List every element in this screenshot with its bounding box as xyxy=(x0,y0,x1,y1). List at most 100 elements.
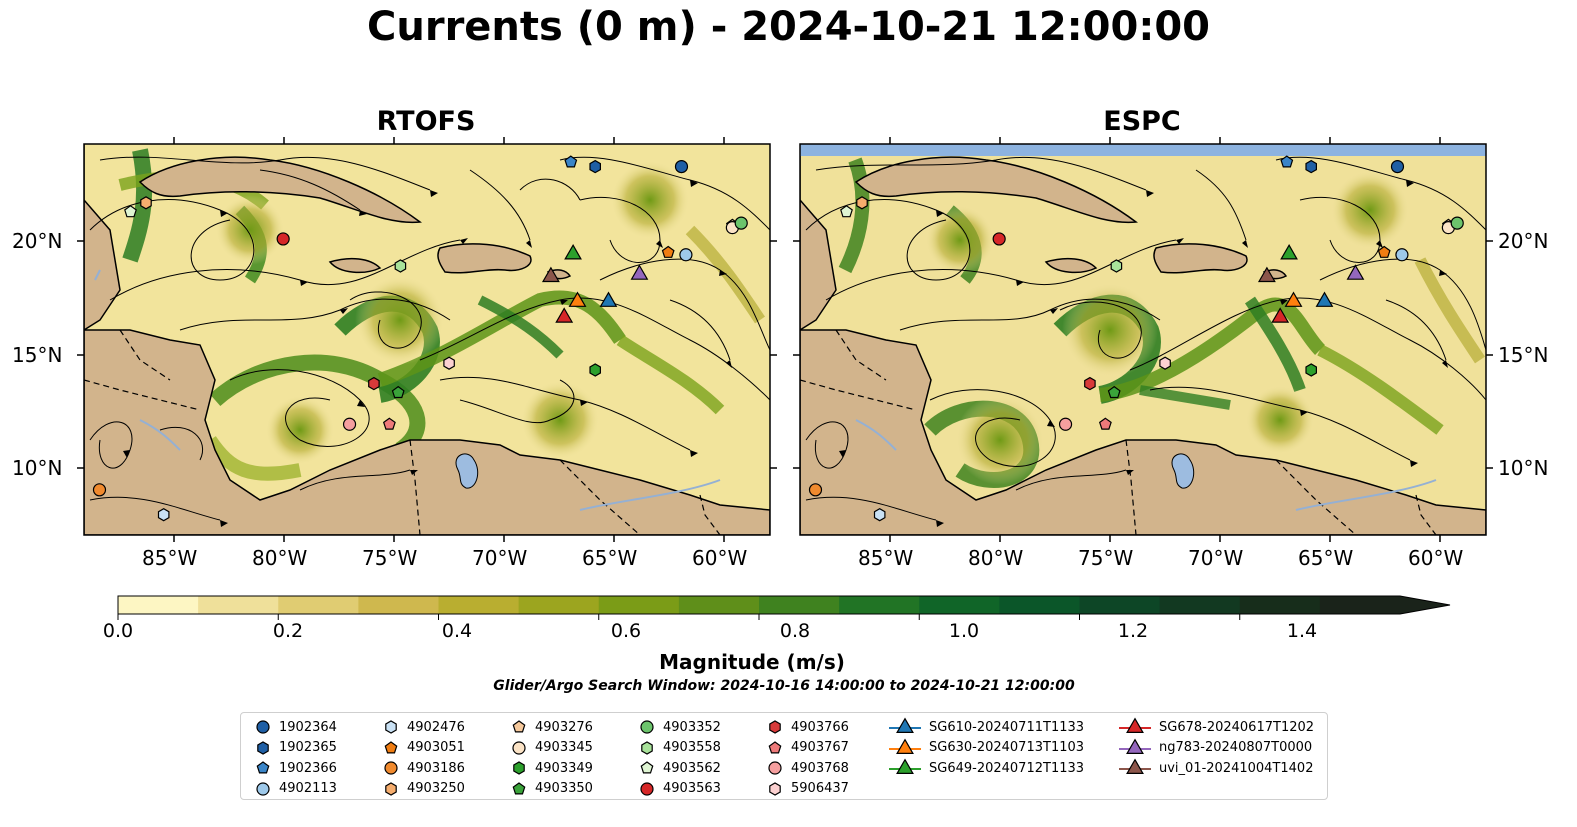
search-window-caption: Glider/Argo Search Window: 2024-10-16 14… xyxy=(493,678,1075,694)
circle-marker-icon xyxy=(384,761,398,775)
marker-1902366 xyxy=(1280,155,1294,168)
colorbar-tick: 0.8 xyxy=(779,620,811,642)
marker-4902476 xyxy=(873,508,886,522)
lat-label: 15°N xyxy=(12,343,63,367)
legend-label: uvi_01-20241004T1402 xyxy=(1159,760,1314,776)
legend-marker xyxy=(385,781,397,796)
espc-frame xyxy=(799,143,1487,536)
marker-SG678-20240617T1202 xyxy=(555,307,574,323)
legend-marker xyxy=(512,781,526,794)
legend-marker xyxy=(768,761,782,775)
legend-marker xyxy=(768,740,782,753)
legend-marker xyxy=(896,758,914,774)
pentagon-marker-icon xyxy=(512,720,526,733)
colorbar-segment xyxy=(278,596,359,614)
legend-item: 4903345 xyxy=(509,738,593,758)
legend-label: 4903051 xyxy=(407,740,465,755)
triangle-marker-icon xyxy=(1119,737,1151,754)
colorbar-tick: 0.2 xyxy=(272,620,304,642)
marker-5906437 xyxy=(443,356,455,370)
legend-item: 1902364 xyxy=(253,717,337,737)
legend-item: 4903349 xyxy=(509,758,593,778)
panel-title-espc: ESPC xyxy=(1103,106,1181,137)
espc-map xyxy=(800,144,1486,535)
lon-label: 70°W xyxy=(472,546,528,570)
marker-5906437 xyxy=(1159,356,1171,370)
marker-4903766 xyxy=(368,376,380,391)
pentagon-marker-icon xyxy=(640,761,654,774)
legend-label: 5906437 xyxy=(791,781,849,796)
colorbar-segment xyxy=(438,596,520,614)
hexagon-marker-icon xyxy=(385,781,397,796)
legend-label: 4903186 xyxy=(407,760,465,776)
land-hispaniola xyxy=(437,243,532,274)
legend-item: 4903051 xyxy=(381,738,465,758)
marker-SG649-20240712T1133 xyxy=(1280,243,1298,260)
legend-item: 4903276 xyxy=(509,717,593,737)
legend-item: 4903767 xyxy=(765,738,849,758)
marker-SG610-20240711T1133 xyxy=(1315,291,1334,307)
colorbar-extend-arrow xyxy=(1400,596,1450,614)
legend-marker xyxy=(896,717,914,733)
legend-item: 4903352 xyxy=(637,717,721,737)
marker-4903051 xyxy=(661,245,675,258)
borders xyxy=(84,329,721,535)
lat-label: 15°N xyxy=(1498,343,1549,367)
hexagon-marker-icon xyxy=(641,740,653,755)
colorbar-segment xyxy=(919,596,1000,614)
marker-4903250 xyxy=(140,196,152,210)
legend-marker xyxy=(512,720,526,733)
colorbar-tick: 0.0 xyxy=(102,620,134,642)
circle-marker-icon xyxy=(640,720,654,734)
pentagon-marker-icon xyxy=(768,740,782,753)
colorbar-tick: 1.0 xyxy=(948,620,980,642)
legend-label: SG630-20240713T1103 xyxy=(929,740,1085,755)
pentagon-marker-icon xyxy=(384,740,398,753)
colorbar-segment xyxy=(1079,596,1161,614)
marker-SG678-20240617T1202 xyxy=(1271,307,1290,323)
circle-marker-icon xyxy=(256,781,270,796)
colorbar-segment xyxy=(1159,596,1241,614)
marker-4903350 xyxy=(1107,385,1121,399)
colorbar-tick: 0.4 xyxy=(441,620,473,642)
borders xyxy=(800,329,1437,535)
legend-label: 4903563 xyxy=(663,781,721,796)
lake-maracaibo xyxy=(1171,453,1195,489)
legend-marker xyxy=(641,740,653,755)
colorbar-tick: 1.2 xyxy=(1117,620,1149,642)
lon-label: 75°W xyxy=(362,546,418,570)
lon-label: 80°W xyxy=(252,546,308,570)
marker-4903250 xyxy=(856,196,868,210)
legend-marker xyxy=(640,781,654,796)
lat-label: 10°N xyxy=(1498,456,1549,480)
colorbar-tick: 1.4 xyxy=(1286,620,1318,642)
legend-marker xyxy=(385,720,397,734)
colorbar-segment xyxy=(839,596,920,614)
streamline-arrows xyxy=(839,180,1448,527)
legend-item: 4903250 xyxy=(381,779,465,799)
land-jamaica xyxy=(1044,257,1098,274)
legend-marker xyxy=(1126,758,1144,774)
marker-SG630-20240713T1103 xyxy=(568,291,587,307)
marker-uvi_01-20241004T1402 xyxy=(1257,266,1276,283)
legend-marker xyxy=(1126,717,1144,733)
marker-4903558 xyxy=(394,259,407,273)
colorbar-title: Magnitude (m/s) xyxy=(659,650,845,674)
legend-item: 1902366 xyxy=(253,758,337,778)
lon-label: 80°W xyxy=(968,546,1024,570)
legend-marker xyxy=(640,761,654,774)
marker-4903349 xyxy=(1305,363,1318,377)
colorbar-segment xyxy=(198,596,279,614)
pentagon-marker-icon xyxy=(512,781,526,794)
legend-marker xyxy=(256,720,270,734)
marker-4903186 xyxy=(92,483,107,497)
legend-marker xyxy=(384,761,398,775)
colorbar-segment xyxy=(1239,596,1321,614)
legend-label: 1902366 xyxy=(279,760,337,776)
marker-4902113 xyxy=(679,248,693,262)
marker-4903350 xyxy=(391,385,405,399)
rivers xyxy=(94,269,721,511)
marker-4903563 xyxy=(276,232,290,246)
lon-label: 65°W xyxy=(582,546,638,570)
circle-marker-icon xyxy=(256,720,270,734)
